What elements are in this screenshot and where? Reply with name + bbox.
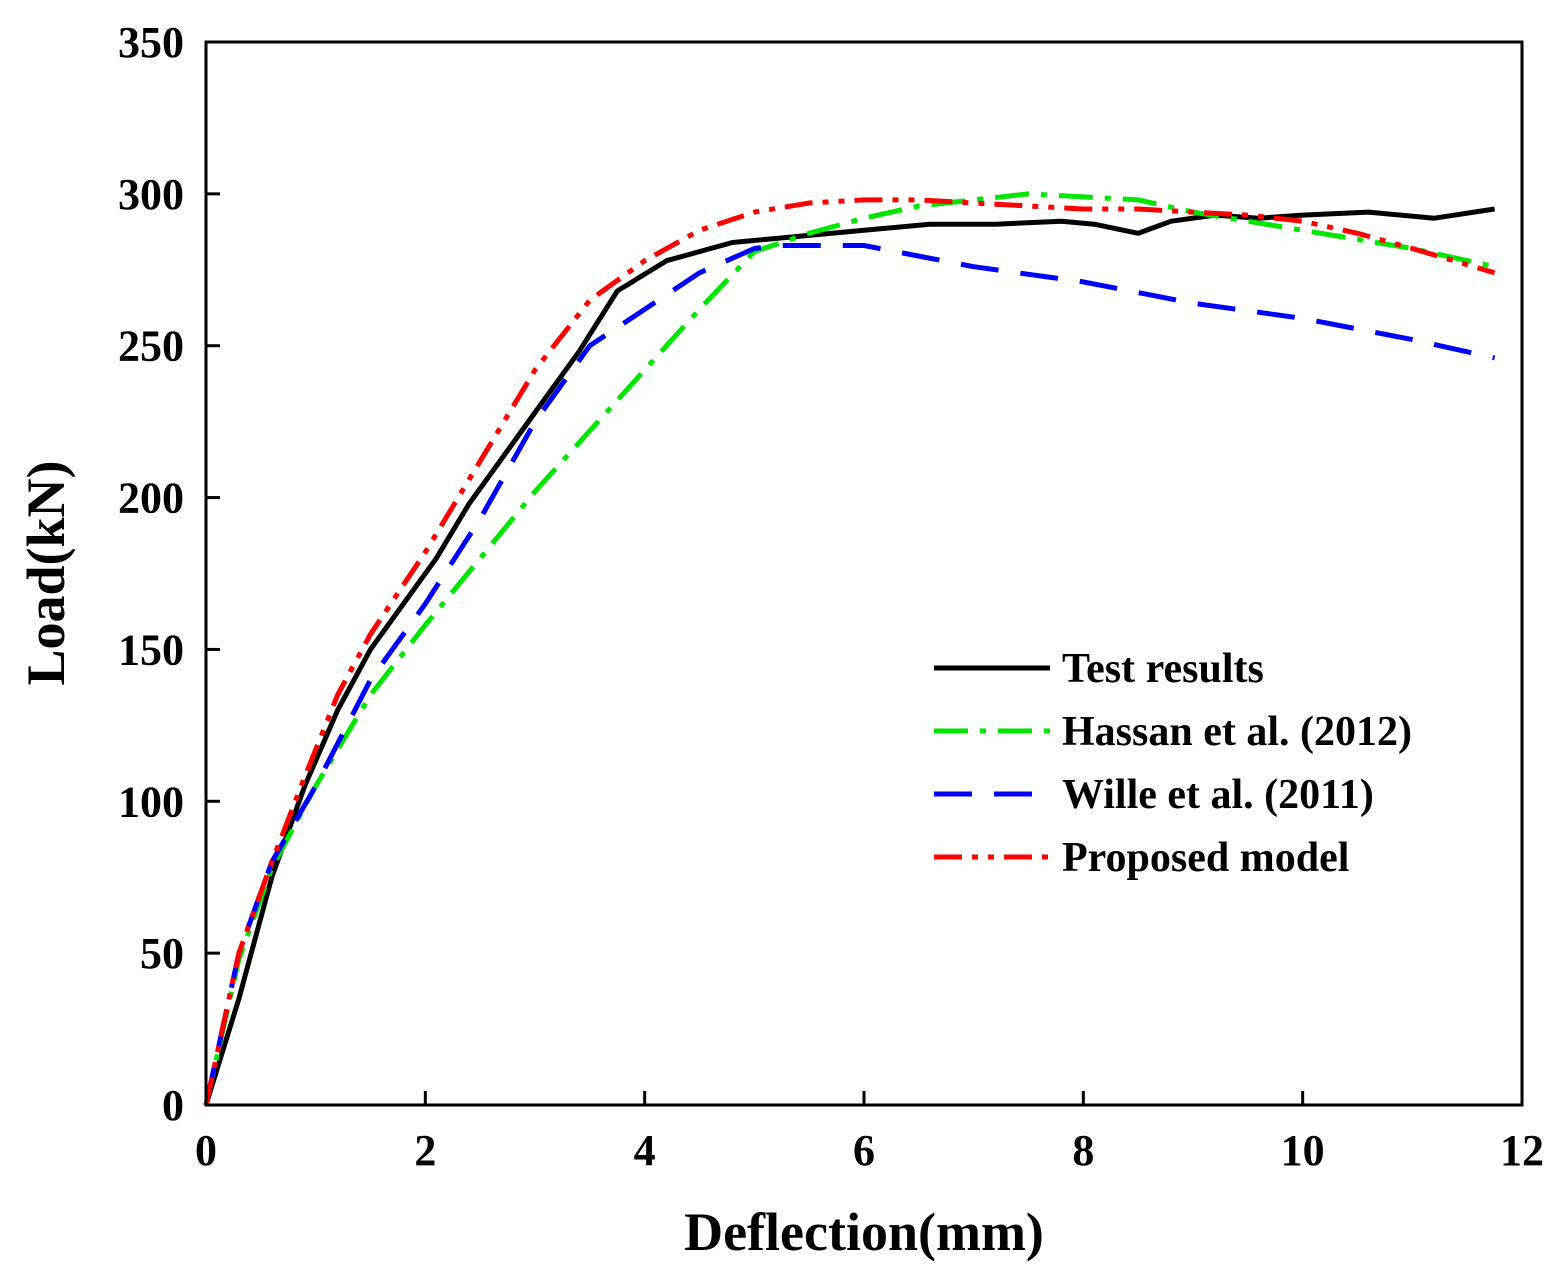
x-tick-label: 10 xyxy=(1281,1126,1325,1175)
x-axis-title: Deflection(mm) xyxy=(684,1202,1044,1262)
legend-label-2: Hassan et al. (2012) xyxy=(1062,709,1412,755)
x-tick-label: 0 xyxy=(195,1126,217,1175)
y-tick-label: 100 xyxy=(118,777,184,826)
legend: Test results Hassan et al. (2012) Wille et… xyxy=(934,646,1412,881)
series-line-3 xyxy=(203,243,1496,1106)
series-layer xyxy=(203,191,1496,1106)
y-tick-label: 250 xyxy=(118,322,184,371)
y-tick-label: 0 xyxy=(162,1081,184,1130)
y-axis-title: Load(kN) xyxy=(16,460,76,685)
axis-layer: 0 2 4 6 8 10 12 0 50 100 150 200 250 300 350 xyxy=(118,18,1544,1175)
series-line-2 xyxy=(203,191,1496,1106)
x-tick-label: 6 xyxy=(853,1126,875,1175)
x-tick-label: 12 xyxy=(1500,1126,1544,1175)
x-tick-label: 2 xyxy=(414,1126,436,1175)
x-tick-label: 8 xyxy=(1072,1126,1094,1175)
y-tick-label: 150 xyxy=(118,625,184,674)
legend-label-3: Wille et al. (2011) xyxy=(1062,772,1374,818)
y-tick-label: 50 xyxy=(140,929,184,978)
y-tick-label: 200 xyxy=(118,474,184,523)
series-line-4 xyxy=(203,197,1496,1106)
y-tick-label: 300 xyxy=(118,170,184,219)
y-tick-label: 350 xyxy=(118,18,184,67)
legend-label-1: Test results xyxy=(1062,646,1264,692)
x-tick-label: 4 xyxy=(634,1126,656,1175)
legend-label-4: Proposed model xyxy=(1062,835,1349,881)
